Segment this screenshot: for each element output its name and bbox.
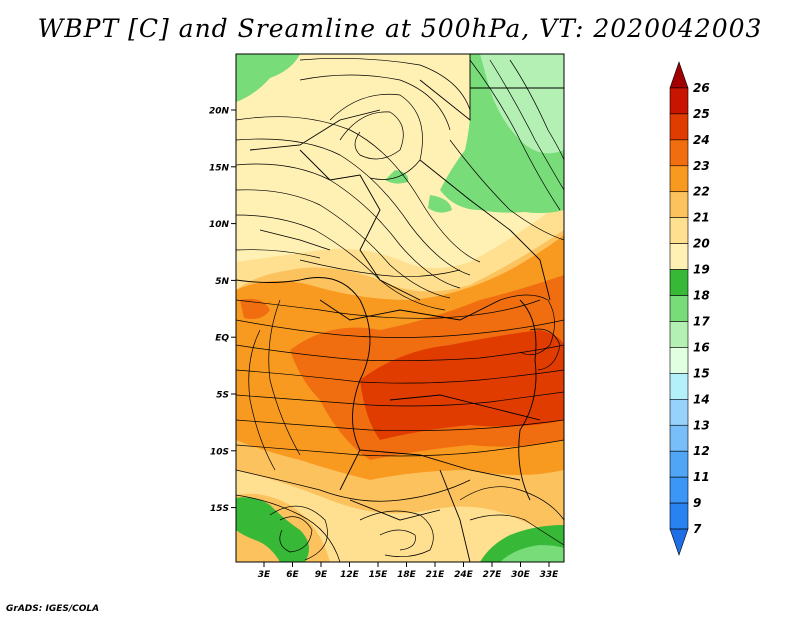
shading-small-green: [385, 170, 409, 184]
lat-label: 5N: [215, 277, 229, 287]
shading-16-green: [480, 54, 564, 154]
colorbar-segment: [669, 502, 689, 530]
colorbar-segment: [669, 476, 689, 504]
colorbar-label: 24: [693, 133, 710, 147]
credit-text: GrADS: IGES/COLA: [6, 604, 100, 614]
colorbar-label: 7: [693, 522, 702, 536]
lat-label: 5S: [216, 391, 229, 401]
lat-label: 10N: [209, 220, 230, 230]
colorbar-label: 13: [693, 418, 710, 432]
lon-label: 9E: [315, 570, 328, 580]
colorbar-label: 25: [693, 107, 710, 121]
colorbar-segment: [669, 243, 689, 270]
colorbar-label: 9: [693, 496, 701, 510]
lat-label: 10S: [210, 447, 229, 457]
colorbar-segment: [669, 450, 689, 478]
colorbar-top-arrow: [669, 61, 689, 89]
colorbar-label: 21: [693, 211, 710, 225]
lon-label: 18E: [397, 570, 417, 580]
colorbar-label: 14: [693, 392, 710, 406]
colorbar-label: 15: [693, 366, 710, 380]
shading-23-24: [360, 330, 564, 440]
colorbar-bottom-arrow: [669, 528, 689, 556]
colorbar-label: 16: [693, 340, 710, 354]
colorbar-segment: [669, 191, 689, 218]
lon-label: 33E: [540, 570, 560, 580]
colorbar-label: 22: [693, 185, 710, 199]
colorbar-segment: [669, 347, 689, 374]
colorbar: 26 25 24 23 22 21 20 19 18 17 16 15 14 13 12 11 9 7: [669, 61, 710, 556]
plot-frame: [235, 53, 565, 563]
colorbar-segment: [669, 269, 689, 296]
shading-nw-green: [236, 54, 300, 102]
colorbar-label: 26: [693, 81, 710, 95]
colorbar-segment: [669, 321, 689, 348]
longitude-axis: 3E 6E 9E 12E 15E 18E 21E 24E 27E 30E 33E: [258, 562, 559, 580]
lon-label: 21E: [426, 570, 446, 580]
colorbar-label: 11: [693, 470, 710, 484]
colorbar-segment: [669, 399, 689, 426]
latitude-axis: 20N 15N 10N 5N EQ 5S 10S 15S: [209, 107, 236, 514]
colorbar-label: 17: [693, 314, 710, 328]
colorbar-segment: [669, 295, 689, 322]
lon-label: 27E: [483, 570, 503, 580]
lat-label: 15N: [209, 163, 230, 173]
colorbar-segment: [669, 217, 689, 244]
lat-label: EQ: [215, 334, 229, 344]
colorbar-segment: [669, 139, 689, 167]
colorbar-label: 19: [693, 263, 710, 277]
colorbar-segment: [669, 373, 689, 400]
lon-label: 12E: [340, 570, 360, 580]
colorbar-label: 23: [693, 159, 710, 173]
colorbar-label: 18: [693, 289, 710, 303]
lon-label: 30E: [511, 570, 531, 580]
shading-sw-green: [236, 497, 309, 562]
lon-label: 3E: [258, 570, 271, 580]
lon-label: 24E: [454, 570, 474, 580]
colorbar-label: 20: [693, 237, 710, 251]
colorbar-segment: [669, 87, 689, 115]
colorbar-segment: [669, 113, 689, 141]
wbpt-shading: [236, 54, 564, 562]
lon-label: 15E: [369, 570, 389, 580]
lon-label: 6E: [286, 570, 299, 580]
chart-title: WBPT [C] and Sreamline at 500hPa, VT: 20…: [37, 14, 763, 43]
lat-label: 15S: [210, 504, 229, 514]
colorbar-label: 12: [693, 444, 710, 458]
streamlines: [236, 57, 564, 562]
colorbar-segment: [669, 424, 689, 452]
lat-label: 20N: [209, 107, 230, 117]
colorbar-segment: [669, 165, 689, 193]
